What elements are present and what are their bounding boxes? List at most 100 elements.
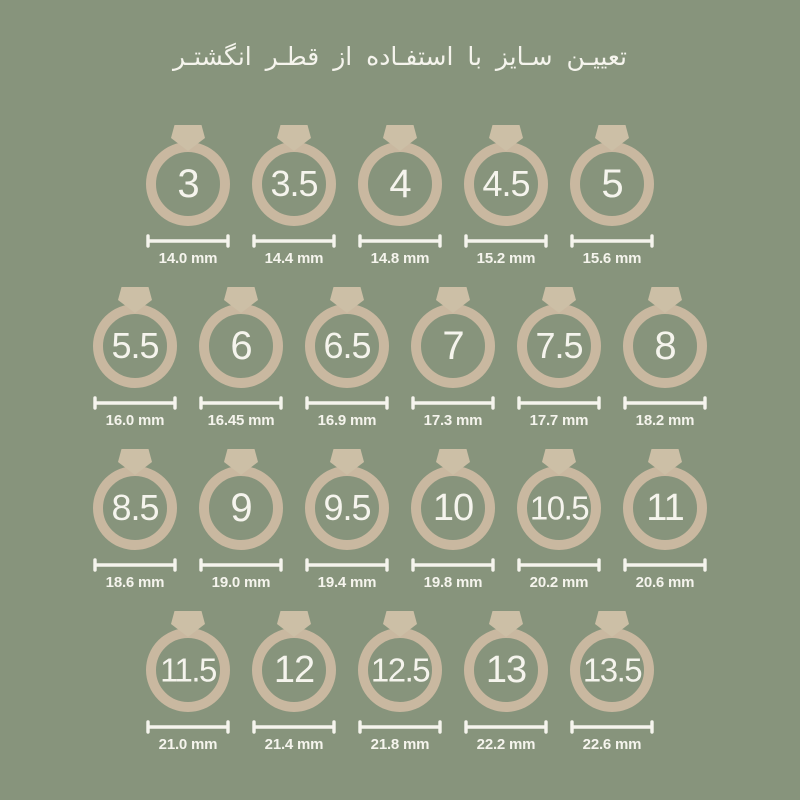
diameter-measure-line xyxy=(623,396,707,410)
ring-size-cell: 3 14.0 mm xyxy=(135,118,241,268)
diameter-measure-line xyxy=(358,234,442,248)
page-title: تعییـن سـایز با استفـاده از قطـر انگشتـر xyxy=(173,42,627,71)
diameter-measure-line xyxy=(411,558,495,572)
diameter-measure-line xyxy=(93,558,177,572)
ring-icon xyxy=(517,449,601,550)
ring-icon xyxy=(623,449,707,550)
diameter-label: 21.0 mm xyxy=(158,736,218,753)
ring-size-number: 12.5 xyxy=(370,651,431,689)
ring-size-cell: 13 22.2 mm xyxy=(453,604,559,754)
diameter-measure-line xyxy=(146,234,230,248)
diameter-measure-line xyxy=(411,396,495,410)
ring-size-number: 11.5 xyxy=(160,651,217,689)
diameter-label: 20.2 mm xyxy=(529,574,589,591)
diameter-label: 18.2 mm xyxy=(635,412,695,429)
ring-icon xyxy=(358,125,442,226)
diameter-label: 19.8 mm xyxy=(423,574,483,591)
ring-size-cell: 13.5 22.6 mm xyxy=(559,604,665,754)
ring-size-cell: 4 14.8 mm xyxy=(347,118,453,268)
diameter-label: 15.2 mm xyxy=(476,250,536,267)
ring-icon xyxy=(305,449,389,550)
ring-size-cell: 6 16.45 mm xyxy=(188,280,294,430)
diameter-label: 16.0 mm xyxy=(105,412,165,429)
ring-size-number: 10 xyxy=(432,487,474,529)
ring-size-number: 6.5 xyxy=(323,325,371,366)
ring-size-number: 13 xyxy=(485,649,527,691)
diameter-measure-line xyxy=(199,558,283,572)
ring-icon xyxy=(93,449,177,550)
diameter-measure-line xyxy=(464,720,548,734)
ring-size-number: 13.5 xyxy=(582,651,643,689)
ring-size-cell: 11.5 21.0 mm xyxy=(135,604,241,754)
ring-icon xyxy=(570,125,654,226)
diameter-label: 19.4 mm xyxy=(317,574,377,591)
ring-icon xyxy=(93,287,177,388)
diameter-label: 21.4 mm xyxy=(264,736,324,753)
ring-icon xyxy=(411,287,495,388)
diameter-label: 15.6 mm xyxy=(582,250,642,267)
ring-size-cell: 7.5 17.7 mm xyxy=(506,280,612,430)
ring-size-cell: 8.5 18.6 mm xyxy=(82,442,188,592)
ring-size-cell: 8 18.2 mm xyxy=(612,280,718,430)
diameter-measure-line xyxy=(199,396,283,410)
ring-size-cell: 10.5 20.2 mm xyxy=(506,442,612,592)
ring-size-number: 9 xyxy=(230,486,252,530)
ring-size-cell: 9 19.0 mm xyxy=(188,442,294,592)
diameter-measure-line xyxy=(305,558,389,572)
ring-size-cell: 7 17.3 mm xyxy=(400,280,506,430)
diameter-label: 16.9 mm xyxy=(317,412,377,429)
diameter-measure-line xyxy=(517,396,601,410)
ring-size-number: 8 xyxy=(654,324,676,368)
diameter-label: 22.6 mm xyxy=(582,736,642,753)
ring-icon xyxy=(146,611,230,712)
ring-size-number: 5.5 xyxy=(111,325,159,366)
ring-size-number: 6 xyxy=(230,324,252,368)
ring-size-number: 4.5 xyxy=(482,163,530,204)
diameter-label: 16.45 mm xyxy=(207,412,275,429)
ring-row: 3 14.0 mm 3.5 14.4 mm 4 14.8 mm xyxy=(0,118,800,268)
diameter-label: 20.6 mm xyxy=(635,574,695,591)
ring-icon xyxy=(146,125,230,226)
ring-icon xyxy=(252,125,336,226)
ring-row: 5.5 16.0 mm 6 16.45 mm 6.5 16.9 m xyxy=(0,280,800,430)
ring-size-cell: 9.5 19.4 mm xyxy=(294,442,400,592)
ring-size-cell: 12 21.4 mm xyxy=(241,604,347,754)
diameter-label: 14.0 mm xyxy=(158,250,218,267)
ring-size-number: 11 xyxy=(646,487,684,529)
ring-size-number: 8.5 xyxy=(111,487,159,528)
ring-rows: 3 14.0 mm 3.5 14.4 mm 4 14.8 mm xyxy=(0,118,800,754)
ring-size-number: 5 xyxy=(601,162,623,206)
ring-icon xyxy=(623,287,707,388)
ring-size-cell: 10 19.8 mm xyxy=(400,442,506,592)
diameter-label: 14.4 mm xyxy=(264,250,324,267)
ring-size-number: 4 xyxy=(389,162,411,206)
ring-icon xyxy=(570,611,654,712)
ring-icon xyxy=(199,287,283,388)
diameter-measure-line xyxy=(305,396,389,410)
ring-row: 8.5 18.6 mm 9 19.0 mm 9.5 19.4 mm xyxy=(0,442,800,592)
diameter-label: 18.6 mm xyxy=(105,574,165,591)
ring-size-cell: 12.5 21.8 mm xyxy=(347,604,453,754)
ring-size-cell: 6.5 16.9 mm xyxy=(294,280,400,430)
diameter-measure-line xyxy=(623,558,707,572)
ring-size-cell: 11 20.6 mm xyxy=(612,442,718,592)
ring-icon xyxy=(305,287,389,388)
diameter-label: 19.0 mm xyxy=(211,574,271,591)
ring-icon xyxy=(411,449,495,550)
ring-size-number: 7.5 xyxy=(535,325,583,366)
diameter-label: 14.8 mm xyxy=(370,250,430,267)
diameter-measure-line xyxy=(517,558,601,572)
diameter-measure-line xyxy=(93,396,177,410)
ring-icon xyxy=(517,287,601,388)
diameter-label: 17.3 mm xyxy=(423,412,483,429)
diameter-measure-line xyxy=(252,234,336,248)
diameter-measure-line xyxy=(146,720,230,734)
ring-icon xyxy=(252,611,336,712)
ring-size-cell: 5.5 16.0 mm xyxy=(82,280,188,430)
diameter-label: 22.2 mm xyxy=(476,736,536,753)
diameter-label: 21.8 mm xyxy=(370,736,430,753)
ring-size-cell: 3.5 14.4 mm xyxy=(241,118,347,268)
ring-icon xyxy=(464,611,548,712)
ring-icon xyxy=(358,611,442,712)
